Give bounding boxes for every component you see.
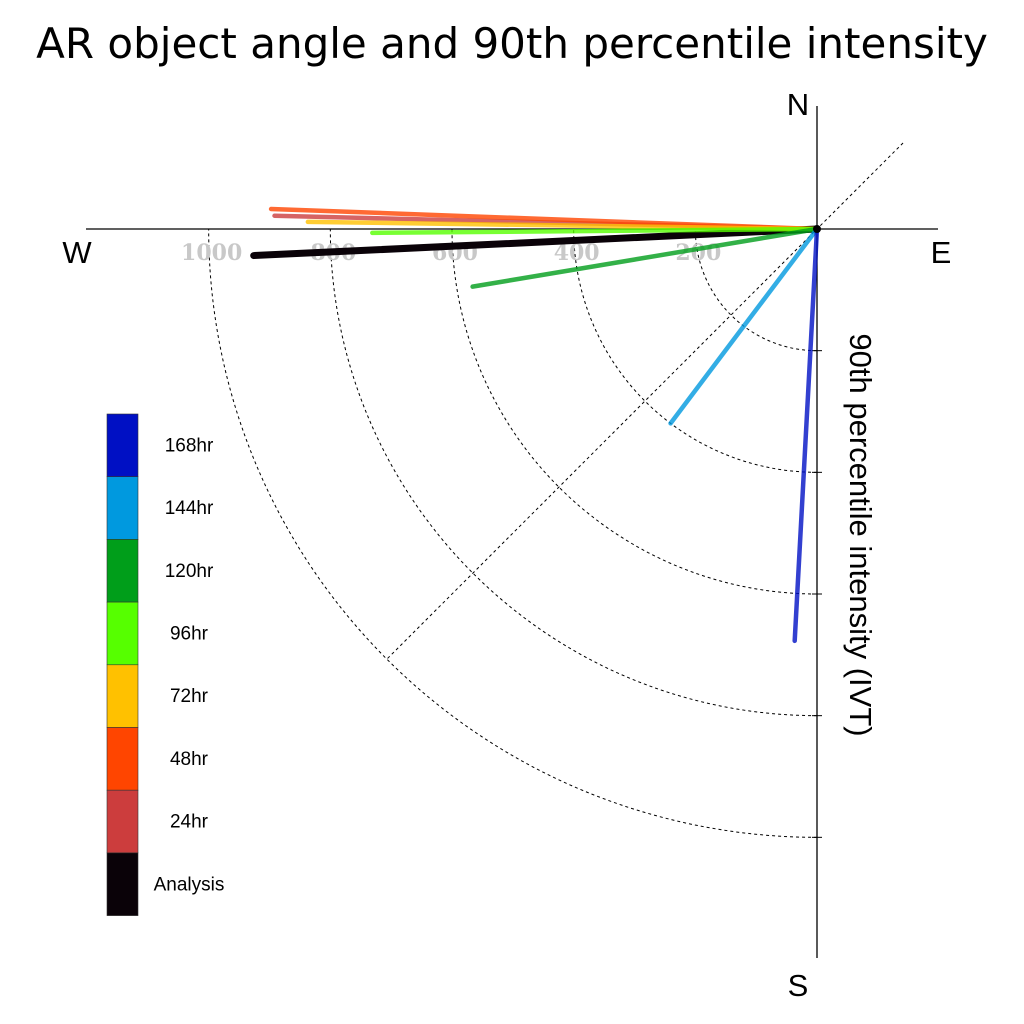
radial-tick-label-1000: 1000 xyxy=(181,240,242,266)
compass-east-label: E xyxy=(931,235,952,270)
legend-swatch-24hr xyxy=(106,789,139,854)
series-line-96hr xyxy=(370,226,820,236)
chart-title: AR object angle and 90th percentile inte… xyxy=(36,19,988,68)
range-ring-800 xyxy=(329,228,818,717)
legend-swatch-144hr xyxy=(106,476,139,540)
legend-swatch-96hr xyxy=(106,601,139,666)
legend-swatch-168hr xyxy=(106,413,139,478)
legend-label-48hr: 48hr xyxy=(170,749,209,770)
series-line-144hr xyxy=(668,226,820,426)
compass-north-label: N xyxy=(787,87,809,122)
legend-label-analysis: Analysis xyxy=(154,874,225,895)
legend-label-120hr: 120hr xyxy=(165,561,214,582)
series-line-120hr xyxy=(470,226,820,289)
series-lines xyxy=(250,206,821,644)
legend-swatch-analysis xyxy=(106,852,139,916)
legend-label-24hr: 24hr xyxy=(170,812,209,833)
legend-label-168hr: 168hr xyxy=(165,435,214,456)
pole-marker xyxy=(813,225,821,233)
range-ring-200 xyxy=(694,228,818,352)
legend-swatch-48hr xyxy=(106,727,139,791)
legend-label-96hr: 96hr xyxy=(170,623,209,644)
range-ring-1000 xyxy=(208,228,818,838)
range-ring-600 xyxy=(451,228,818,595)
radial-axis-label: 90th percentile intensity (IVT) xyxy=(843,333,878,736)
legend-label-144hr: 144hr xyxy=(165,498,214,519)
legend-swatch-72hr xyxy=(106,664,139,728)
legend-swatch-120hr xyxy=(106,539,139,603)
legend: 168hr 144hr 120hr 96hr 72hr 48hr 24hr Analysis xyxy=(106,413,225,916)
series-line-analysis xyxy=(250,225,821,260)
compass-south-label: S xyxy=(788,968,809,1003)
compass-west-label: W xyxy=(62,235,92,270)
series-line-168hr xyxy=(792,226,820,644)
legend-label-72hr: 72hr xyxy=(170,686,209,707)
range-ring-400 xyxy=(573,228,818,473)
